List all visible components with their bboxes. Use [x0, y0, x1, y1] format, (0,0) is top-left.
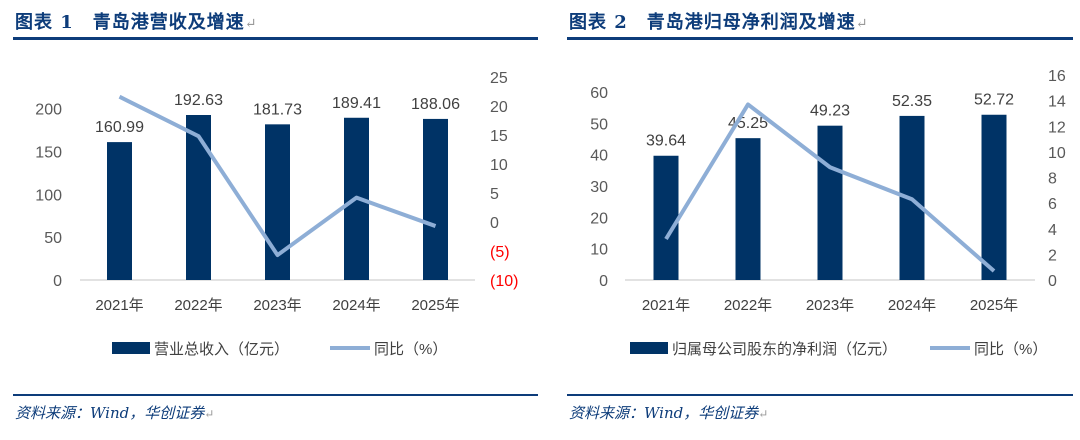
- right-axis-tick: 25: [490, 70, 508, 87]
- right-axis-tick: 15: [490, 128, 508, 145]
- bar-value-label: 160.99: [95, 119, 144, 136]
- legend-line-label: 同比（%）: [974, 341, 1047, 358]
- bar: [981, 114, 1007, 280]
- figure-title: 图表 1 青岛港营收及增速↵: [15, 12, 258, 33]
- x-axis-tick: 2021年: [642, 297, 690, 314]
- left-axis-tick: 50: [44, 230, 62, 247]
- bar: [817, 125, 843, 280]
- legend-line-label: 同比（%）: [374, 341, 447, 358]
- bar-value-label: 39.64: [646, 133, 686, 150]
- bar: [653, 155, 679, 280]
- growth-line: [664, 102, 996, 273]
- x-axis-tick: 2022年: [174, 297, 222, 314]
- source-note: 资料来源：Wind，华创证券↵: [15, 404, 215, 422]
- left-axis-tick: 150: [35, 145, 62, 162]
- x-axis-tick: 2021年: [95, 297, 143, 314]
- bottom-rule: [567, 394, 1073, 396]
- x-axis-tick: 2023年: [253, 297, 301, 314]
- right-axis-tick: 8: [1048, 171, 1057, 188]
- left-axis-tick: 0: [599, 273, 608, 290]
- panel-revenue: 图表 1 青岛港营收及增速↵ 资料来源：Wind，华创证券↵: [13, 0, 538, 440]
- bar-value-label: 188.06: [411, 96, 460, 113]
- left-axis-tick: 30: [590, 179, 608, 196]
- title-rule: [13, 37, 538, 40]
- left-axis-tick: 40: [590, 148, 608, 165]
- bar: [107, 142, 132, 280]
- right-axis-tick: (5): [490, 244, 510, 261]
- left-axis-tick: 60: [590, 85, 608, 102]
- right-axis-tick: (10): [490, 273, 518, 290]
- x-axis-tick: 2025年: [411, 297, 459, 314]
- right-axis-tick: 10: [1048, 145, 1066, 162]
- bar: [423, 118, 448, 281]
- right-axis-tick: 5: [490, 186, 499, 203]
- x-axis-tick: 2025年: [970, 297, 1018, 314]
- bar-value-label: 49.23: [810, 103, 850, 120]
- legend-bar-swatch: [112, 342, 150, 354]
- bar-value-label: 192.63: [174, 92, 223, 109]
- x-axis-tick: 2024年: [332, 297, 380, 314]
- bar-value-label: 52.35: [892, 93, 932, 110]
- right-axis-tick: 14: [1048, 94, 1066, 111]
- right-axis-tick: 6: [1048, 196, 1057, 213]
- source-note: 资料来源：Wind，华创证券↵: [569, 404, 769, 422]
- right-axis-tick: 12: [1048, 119, 1066, 136]
- right-axis-tick: 2: [1048, 247, 1057, 264]
- x-axis-tick: 2023年: [806, 297, 854, 314]
- bar-value-label: 189.41: [332, 95, 381, 112]
- right-axis-tick: 20: [490, 99, 508, 116]
- title-rule: [567, 37, 1073, 40]
- growth-line: [118, 94, 437, 258]
- left-axis-tick: 50: [590, 116, 608, 133]
- bar: [735, 138, 761, 280]
- bar: [186, 115, 211, 280]
- bar-value-label: 52.72: [974, 92, 1014, 109]
- panel-net-profit: 图表 2 青岛港归母净利润及增速↵ 资料来源：Wind，华创证券↵: [567, 0, 1073, 440]
- left-axis-tick: 10: [590, 242, 608, 259]
- figure-title: 图表 2 青岛港归母净利润及增速↵: [569, 12, 869, 33]
- right-axis-tick: 4: [1048, 222, 1057, 239]
- right-axis-tick: 10: [490, 157, 508, 174]
- legend-bar-swatch: [630, 342, 668, 354]
- legend-bar-label: 营业总收入（亿元）: [154, 341, 289, 358]
- left-axis-tick: 20: [590, 210, 608, 227]
- bar-value-label: 181.73: [253, 101, 302, 118]
- x-axis-tick: 2024年: [888, 297, 936, 314]
- right-axis-tick: 16: [1048, 68, 1066, 85]
- x-axis-tick: 2022年: [724, 297, 772, 314]
- left-axis-tick: 200: [35, 102, 62, 119]
- left-axis-tick: 0: [53, 273, 62, 290]
- legend-bar-label: 归属母公司股东的净利润（亿元）: [672, 341, 897, 358]
- right-axis-tick: 0: [490, 215, 499, 232]
- bottom-rule: [13, 394, 538, 396]
- left-axis-tick: 100: [35, 187, 62, 204]
- right-axis-tick: 0: [1048, 273, 1057, 290]
